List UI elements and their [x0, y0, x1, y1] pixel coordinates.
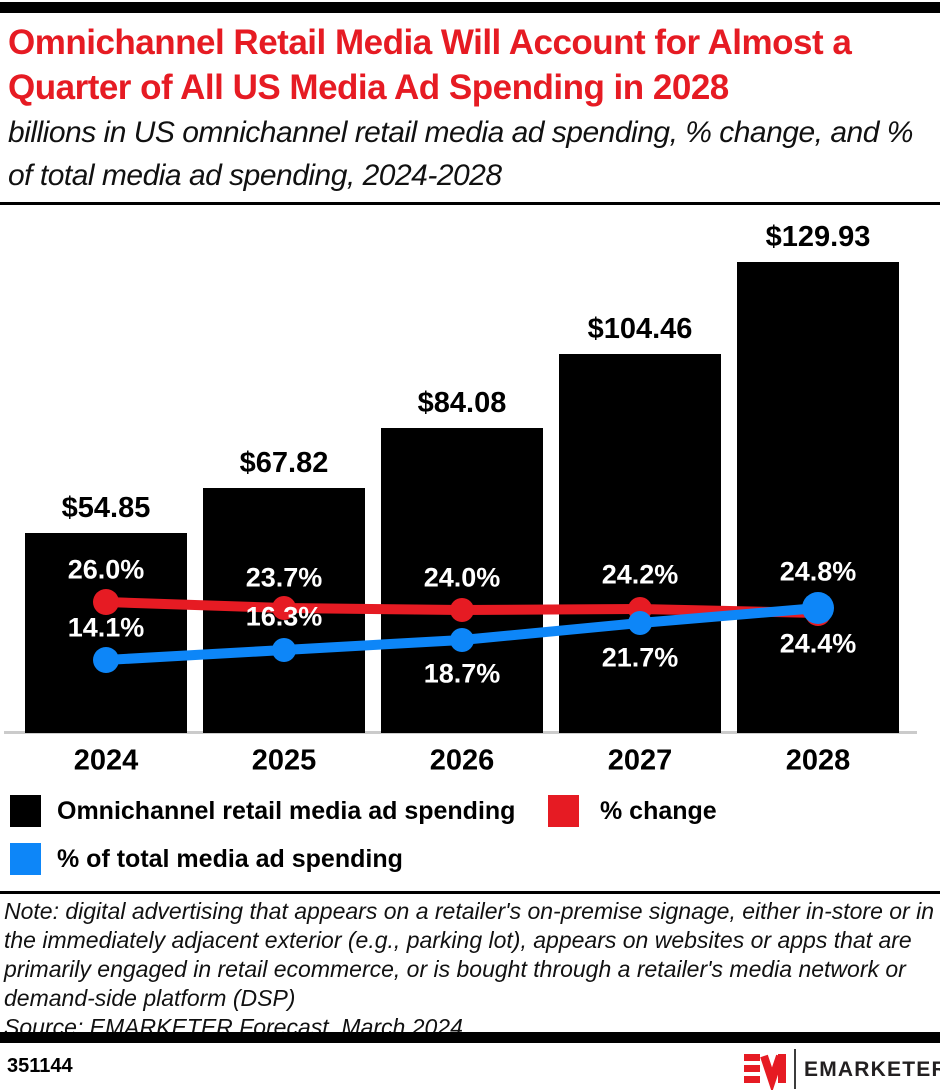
bottom-accent-bar [0, 1032, 940, 1043]
x-tick-2026: 2026 [429, 744, 495, 777]
legend-label-pct-change: % change [600, 796, 717, 825]
pct-change-2025: 23.7% [245, 562, 323, 593]
legend-label-pct-total: % of total media ad spending [57, 844, 403, 873]
footnote-block: Note: digital advertising that appears o… [4, 897, 934, 1042]
legend-swatch-bar [10, 795, 41, 827]
chart-title: Omnichannel Retail Media Will Account fo… [8, 23, 852, 107]
pct-change-2028: 24.8% [779, 556, 857, 587]
chart-id: 351144 [7, 1055, 73, 1077]
pct-change-2026: 24.0% [423, 562, 501, 593]
bar-value-2026: $84.08 [417, 387, 507, 419]
pct-total-2027: 21.7% [601, 642, 679, 673]
pct-total-2028: 24.4% [779, 628, 857, 659]
pct-total-2026: 18.7% [423, 658, 501, 689]
bar-value-2024: $54.85 [61, 492, 151, 524]
emarketer-logo-icon [744, 1054, 786, 1090]
x-tick-2024: 2024 [73, 744, 139, 777]
pct-total-2025: 16.3% [245, 601, 323, 632]
footnote-divider [0, 891, 940, 894]
bar-2027 [559, 354, 721, 733]
note-text: Note: digital advertising that appears o… [4, 898, 934, 1011]
top-accent-bar [0, 2, 940, 13]
pct-change-2027: 24.2% [601, 559, 679, 590]
bar-2028 [737, 262, 899, 733]
logo-divider [794, 1049, 796, 1089]
bar-2026 [381, 428, 543, 733]
x-tick-2028: 2028 [785, 744, 851, 777]
bar-value-2027: $104.46 [587, 313, 693, 345]
emarketer-wordmark: EMARKETER [804, 1058, 940, 1081]
x-tick-2025: 2025 [251, 744, 317, 777]
pct-total-2024: 14.1% [67, 612, 145, 643]
pct-change-2024: 26.0% [67, 554, 145, 585]
legend-swatch-pct-total [10, 843, 41, 875]
chart-subtitle: billions in US omnichannel retail media … [8, 116, 913, 192]
header-divider [0, 202, 940, 205]
x-tick-2027: 2027 [607, 744, 673, 777]
bar-value-2028: $129.93 [765, 221, 871, 253]
legend-swatch-pct-change [548, 795, 579, 827]
bar-value-2025: $67.82 [239, 447, 329, 479]
legend-label-bar: Omnichannel retail media ad spending [57, 796, 516, 825]
